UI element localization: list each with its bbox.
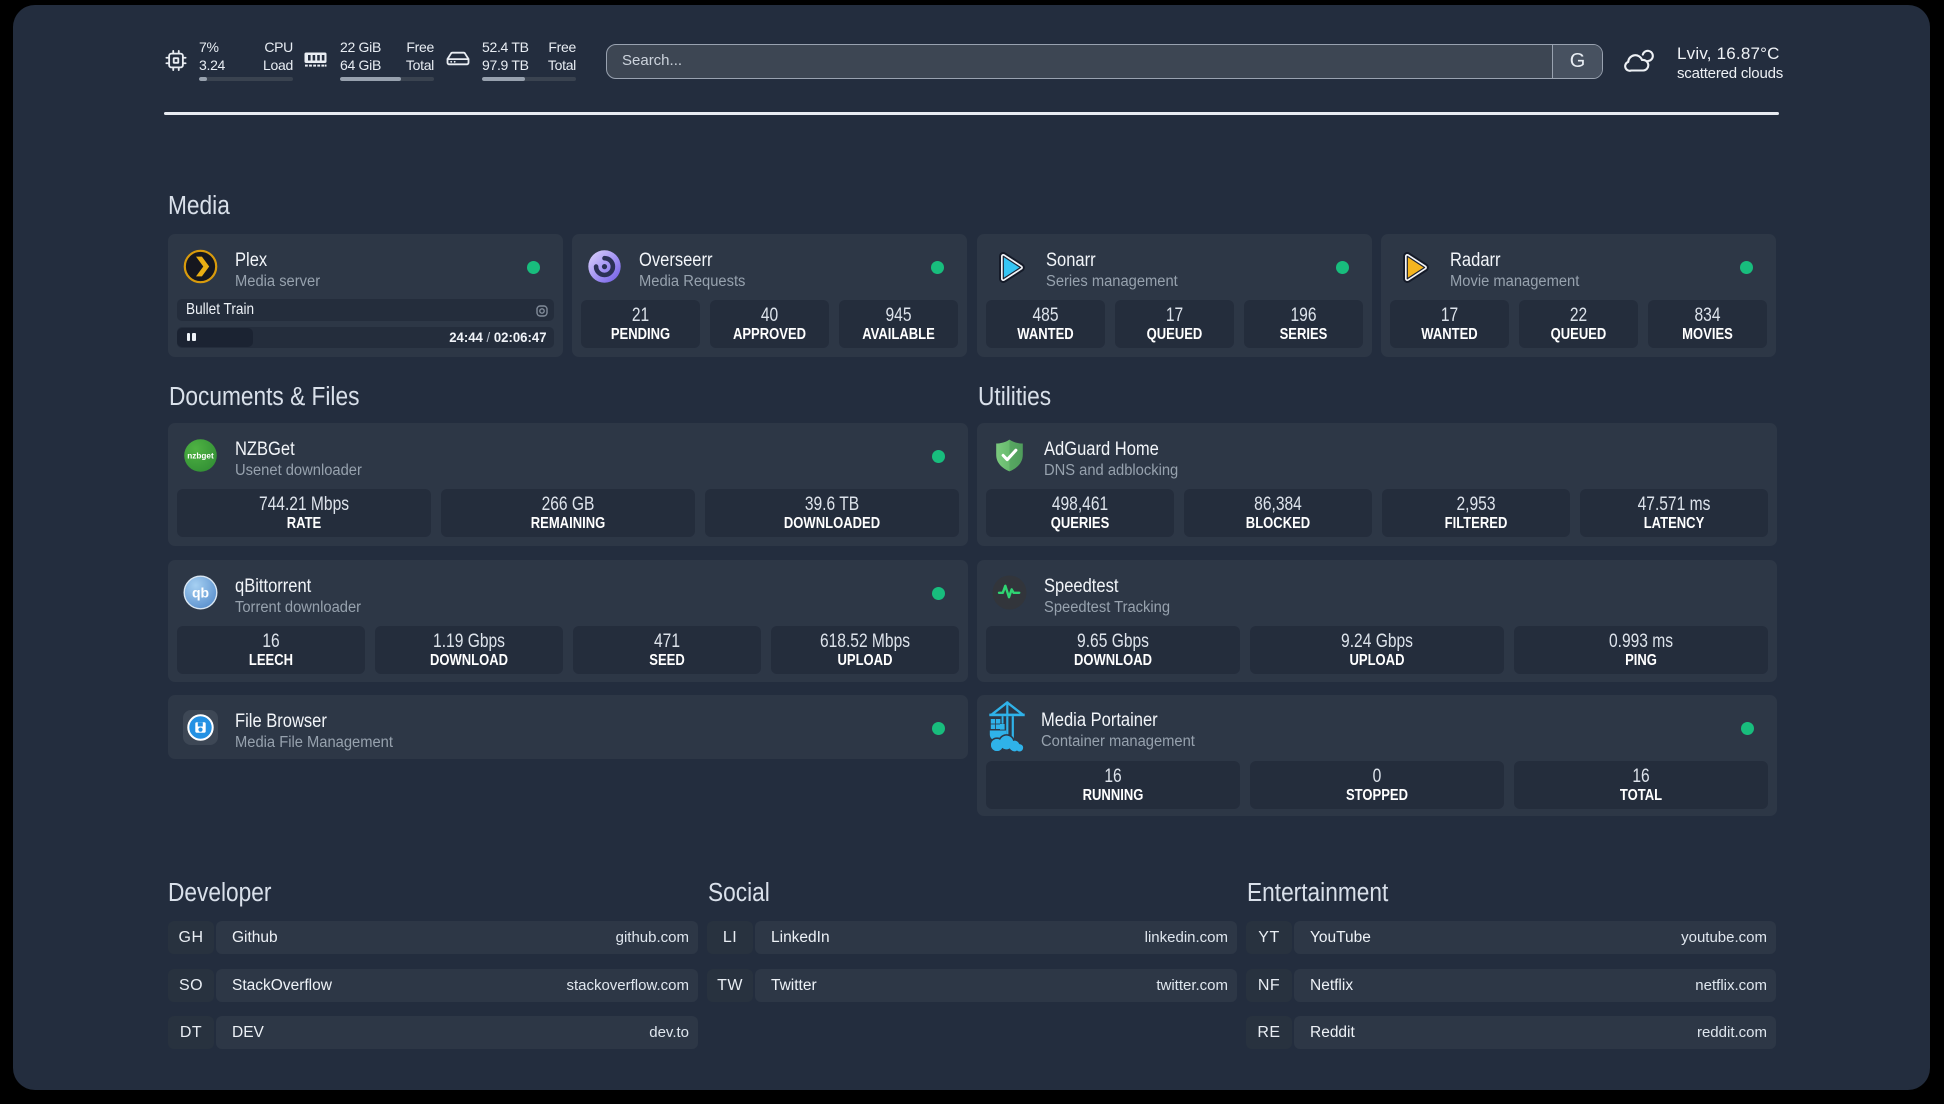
svg-text:nzbget: nzbget (187, 452, 214, 461)
svg-text:qb: qb (192, 585, 209, 601)
